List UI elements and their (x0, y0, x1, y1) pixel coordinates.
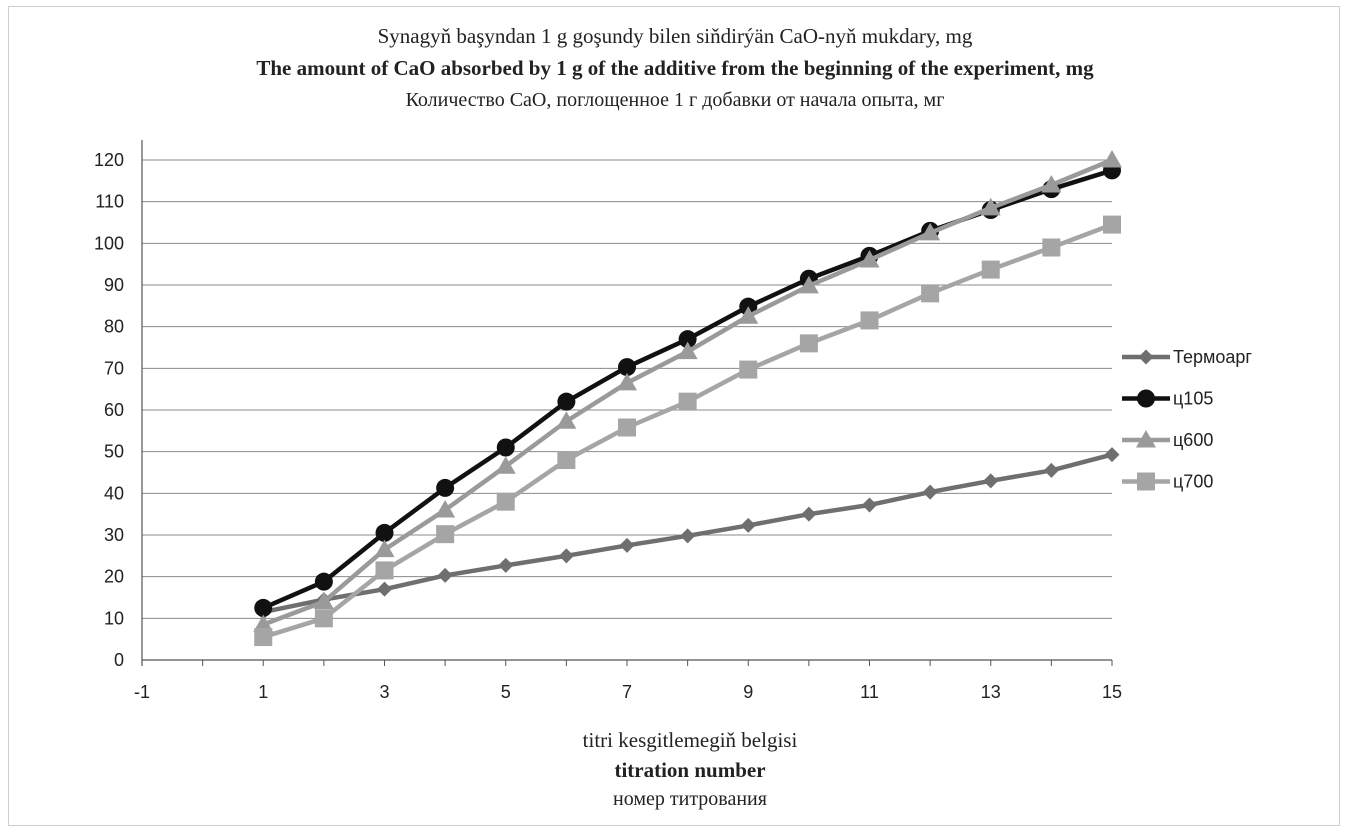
data-point-3-5 (495, 456, 516, 474)
gridlines (142, 159, 1112, 619)
x-tick-label-15: 15 (1102, 682, 1122, 702)
data-point-1-4 (437, 567, 453, 583)
data-point-4-9 (739, 360, 758, 379)
data-point-4-8 (678, 392, 697, 411)
data-point-2-2 (314, 572, 333, 591)
legend-marker-3 (1136, 430, 1156, 448)
data-point-1-12 (922, 484, 938, 500)
data-point-4-15 (1103, 215, 1121, 234)
x-tick-label-9: 9 (743, 682, 753, 702)
data-point-4-10 (799, 334, 818, 353)
data-point-3-6 (556, 411, 577, 429)
data-point-3-2 (313, 591, 334, 610)
y-tick-label-90: 90 (104, 275, 124, 295)
data-point-1-3 (377, 581, 392, 597)
data-point-3-3 (374, 539, 395, 558)
data-point-2-8 (678, 330, 697, 349)
legend-label-2: ц105 (1173, 389, 1213, 409)
legend-marker-4 (1137, 472, 1155, 491)
legend-marker-2 (1137, 389, 1155, 408)
y-tick-label-40: 40 (104, 483, 124, 503)
y-tick-label-100: 100 (94, 233, 124, 253)
x-axis-label-russian: номер титрования (613, 788, 767, 810)
x-tick-label--1: -1 (134, 682, 150, 702)
y-tick-label-70: 70 (104, 358, 124, 378)
data-point-4-3 (375, 561, 394, 580)
data-point-4-12 (921, 284, 940, 303)
x-tick-label-7: 7 (622, 682, 632, 702)
x-axis-label-turkmen: titri kesgitlemegiň belgisi (582, 728, 798, 752)
data-point-3-9 (738, 306, 759, 324)
data-point-2-6 (557, 392, 576, 411)
x-axis-label-english: titration number (614, 758, 766, 782)
data-point-3-10 (798, 275, 819, 294)
data-point-1-13 (983, 473, 999, 489)
data-point-1-5 (498, 557, 514, 573)
y-tick-label-10: 10 (104, 608, 124, 628)
data-point-3-4 (435, 500, 456, 518)
legend-label-4: ц700 (1173, 472, 1213, 492)
x-tick-label-1: 1 (258, 682, 268, 702)
data-point-4-5 (496, 492, 515, 511)
data-point-2-7 (618, 358, 636, 377)
series-3 (253, 150, 1122, 633)
data-point-1-11 (862, 497, 877, 513)
y-tick-label-50: 50 (104, 442, 124, 462)
data-point-2-4 (436, 478, 455, 497)
x-tick-label-5: 5 (501, 682, 511, 702)
legend-label-3: ц600 (1173, 430, 1213, 450)
data-point-4-13 (981, 260, 1000, 279)
chart-frame (8, 6, 1340, 826)
data-point-3-12 (920, 222, 941, 241)
data-point-1-9 (740, 517, 756, 533)
y-tick-labels: 0 10 20 30 40 50 60 70 80 90 100 110 120 (94, 150, 124, 670)
x-tick-label-13: 13 (981, 682, 1001, 702)
series-group (253, 150, 1122, 647)
data-point-3-7 (617, 372, 637, 391)
y-tick-label-120: 120 (94, 150, 124, 170)
data-point-1-10 (801, 506, 817, 522)
data-point-2-3 (375, 523, 394, 542)
data-point-3-11 (859, 250, 880, 268)
chart-title-turkmen: Synagyň başyndan 1 g goşundy bilen siňdi… (377, 24, 973, 48)
x-tick-labels: -1 1 3 5 7 9 11 13 15 (134, 682, 1122, 702)
data-point-3-13 (980, 197, 1001, 216)
legend-marker-1 (1138, 349, 1154, 365)
data-point-4-6 (557, 451, 576, 469)
data-point-3-14 (1041, 175, 1062, 193)
data-point-4-14 (1042, 238, 1061, 257)
data-point-2-5 (496, 438, 515, 457)
data-point-1-14 (1043, 462, 1059, 478)
data-point-4-1 (254, 628, 273, 647)
legend-label-1: Термоарг (1173, 347, 1252, 367)
data-point-4-4 (436, 525, 455, 544)
legend: Термоарг ц105 ц600 ц700 (1122, 347, 1252, 492)
data-point-4-2 (314, 609, 333, 628)
data-point-1-8 (680, 528, 696, 544)
chart-title-russian: Количество CaO, поглощенное 1 г добавки … (405, 89, 945, 111)
data-point-1-15 (1104, 447, 1120, 463)
y-tick-label-60: 60 (104, 400, 124, 420)
data-point-3-8 (677, 341, 698, 360)
data-point-1-6 (558, 548, 574, 564)
y-tick-label-110: 110 (95, 192, 124, 212)
series-4 (254, 215, 1121, 647)
data-point-4-11 (860, 311, 879, 330)
y-tick-label-0: 0 (114, 650, 124, 670)
axes (141, 140, 1113, 666)
data-point-3-15 (1102, 150, 1122, 168)
data-point-1-7 (619, 537, 635, 553)
x-tick-label-3: 3 (379, 682, 389, 702)
data-point-2-1 (254, 598, 273, 617)
chart-title-english: The amount of CaO absorbed by 1 g of the… (256, 56, 1094, 80)
x-tick-label-11: 11 (860, 682, 879, 702)
y-tick-label-30: 30 (104, 525, 124, 545)
y-tick-label-80: 80 (104, 317, 124, 337)
data-point-4-7 (618, 418, 636, 437)
data-point-3-1 (253, 614, 274, 633)
y-tick-label-20: 20 (104, 567, 124, 587)
